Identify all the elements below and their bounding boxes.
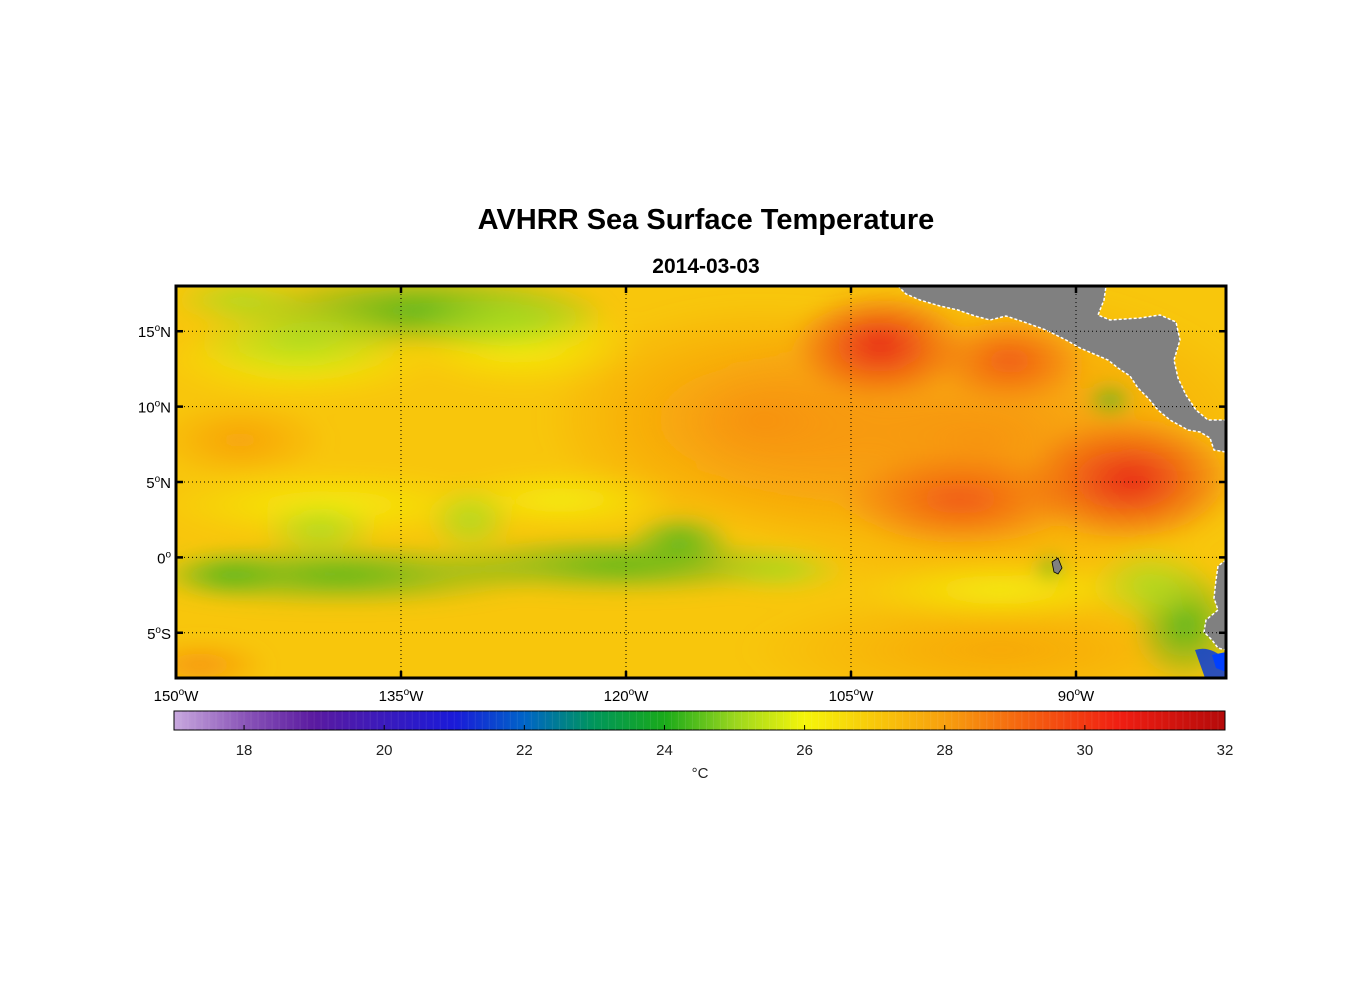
chart-title: AVHRR Sea Surface Temperature — [477, 204, 935, 236]
colorbar: 18 20 22 24 26 28 30 32 °C — [173, 710, 1234, 782]
chart-subtitle: 2014-03-03 — [652, 255, 760, 278]
colorbar-tick-label: 22 — [516, 742, 533, 759]
lon-tick-label: 120oW — [604, 687, 650, 705]
colorbar-tick-label: 26 — [796, 742, 813, 759]
lat-tick-label: 15oN — [138, 323, 171, 341]
lat-tick-label: 5oS — [147, 625, 171, 643]
colorbar-ticks: 18 20 22 24 26 28 30 32 — [180, 711, 1234, 759]
land-central-america — [896, 286, 1226, 453]
sst-field — [176, 286, 1226, 678]
land-galapagos — [1051, 557, 1063, 575]
colorbar-tick-label: 30 — [1077, 742, 1094, 759]
lon-tick-label: 105oW — [829, 687, 875, 705]
map-frame — [174, 284, 1228, 680]
lat-tick-label: 0o — [157, 549, 171, 567]
colorbar-tick-label: 20 — [376, 742, 393, 759]
lon-tick-label: 90oW — [1058, 687, 1095, 705]
colorbar-tick-label: 24 — [656, 742, 673, 759]
colorbar-tick-label: 18 — [236, 742, 253, 759]
colorbar-tick-label: 28 — [936, 742, 953, 759]
lat-tick-label: 5oN — [146, 474, 171, 492]
lat-tick-label: 10oN — [138, 399, 171, 417]
lon-tick-label: 150oW — [154, 687, 200, 705]
colorbar-tick-label: 32 — [1217, 742, 1234, 759]
lon-tick-label: 135oW — [379, 687, 425, 705]
colorbar-ramp — [173, 710, 1226, 731]
colorbar-unit: °C — [692, 765, 709, 782]
land-south-america — [1203, 559, 1226, 651]
axis-labels: 150oW 135oW 120oW 105oW 90oW 15oN 10oN 5oN 0o 5oS — [138, 323, 1095, 705]
